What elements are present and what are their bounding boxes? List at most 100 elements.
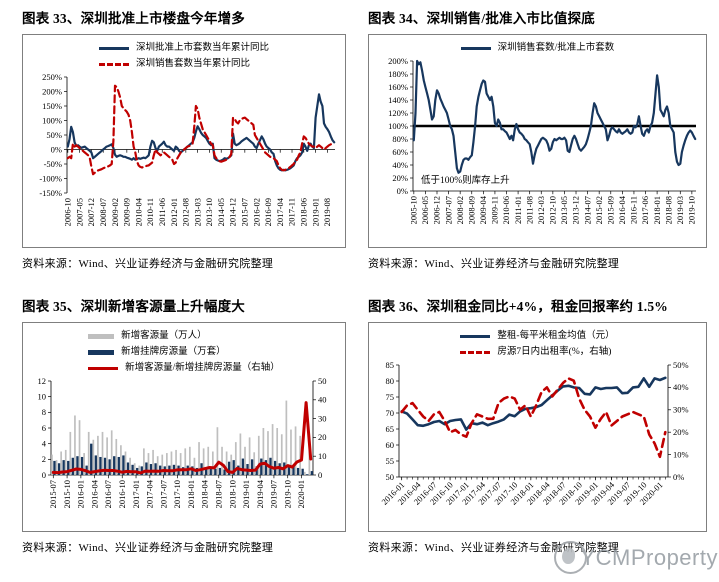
svg-text:2019-04: 2019-04 [255, 479, 265, 508]
watermark: YCMProperty [554, 541, 718, 574]
svg-text:2019-01: 2019-01 [241, 480, 251, 508]
chart-35-canvas: 0 2 4 6 8 10 12 0 10 20 30 40 50 2015-07 2015-10 2016-0… [38, 376, 327, 509]
svg-text:60%: 60% [392, 147, 408, 157]
svg-text:2009-04: 2009-04 [478, 195, 488, 224]
svg-text:2017-01: 2017-01 [131, 480, 141, 508]
svg-text:低于100%则库存上升: 低于100%则库存上升 [421, 174, 510, 186]
svg-text:2018-01: 2018-01 [186, 480, 196, 508]
chart-34-title: 图表 34、深圳销售/批准入市比值探底 [368, 11, 595, 26]
legend-label: 新增挂牌房源量（万套） [121, 347, 226, 357]
chart-34-source: 资料来源：Wind、兴业证券经济与金融研究院整理 [368, 258, 620, 270]
svg-text:2020-01: 2020-01 [296, 480, 306, 508]
svg-text:40%: 40% [673, 382, 689, 392]
svg-text:2019-10: 2019-10 [687, 196, 697, 224]
svg-text:2013-10: 2013-10 [204, 198, 214, 226]
chart-35-source: 资料来源：Wind、兴业证券经济与金融研究院整理 [22, 542, 274, 554]
chart-36-legend: 整租-每平米租金均值（元） 房源7日内出租率(%，右轴) [369, 323, 706, 359]
chart-34-canvas: 0% 20% 40% 60% 80% 100% 120% 140% 160% 180% 200% 20… [388, 56, 697, 225]
svg-text:2018-06: 2018-06 [299, 198, 309, 226]
svg-text:2017-10: 2017-10 [172, 480, 182, 508]
svg-text:2006-12: 2006-12 [432, 196, 442, 224]
svg-text:2016-09: 2016-09 [263, 198, 273, 226]
svg-text:2006-10: 2006-10 [63, 198, 73, 226]
svg-text:10: 10 [38, 391, 47, 401]
svg-text:85: 85 [386, 360, 395, 370]
svg-text:50%: 50% [46, 130, 62, 140]
svg-text:2010-04: 2010-04 [133, 197, 143, 226]
svg-text:2019-08: 2019-08 [322, 198, 332, 226]
legend-swatch [460, 335, 491, 338]
legend-item: 房源7日内出租率(%，右轴) [460, 346, 611, 359]
svg-text:2016-10: 2016-10 [117, 480, 127, 508]
svg-text:2018-01: 2018-01 [652, 196, 662, 224]
svg-text:0%: 0% [51, 144, 62, 154]
svg-text:150%: 150% [42, 101, 62, 111]
svg-text:2015-07: 2015-07 [48, 480, 58, 508]
svg-text:-150%: -150% [39, 188, 62, 198]
svg-text:2019-03: 2019-03 [675, 196, 685, 224]
svg-text:2016-11: 2016-11 [629, 196, 639, 224]
chart-36-title: 图表 36、深圳租金同比+4%，租金回报率约 1.5% [368, 299, 668, 314]
watermark-text: YCMProperty [580, 544, 718, 570]
svg-text:2017-06: 2017-06 [640, 196, 650, 224]
svg-text:4: 4 [42, 438, 47, 448]
svg-text:2017-04: 2017-04 [145, 479, 155, 508]
svg-text:50%: 50% [673, 360, 689, 370]
svg-text:2012-03: 2012-03 [536, 196, 546, 224]
svg-text:2013-12: 2013-12 [571, 196, 581, 224]
svg-text:2019-01: 2019-01 [310, 198, 320, 226]
legend-swatch [98, 63, 129, 66]
svg-text:2018-08: 2018-08 [663, 196, 673, 224]
svg-text:2016-07: 2016-07 [103, 480, 113, 508]
svg-text:60: 60 [386, 440, 395, 450]
legend-item: 新增挂牌房源量（万套） [88, 346, 226, 359]
svg-text:2009-02: 2009-02 [110, 198, 120, 226]
chart-34-legend: 深圳销售套数/批准上市套数 [369, 35, 706, 55]
svg-text:10: 10 [318, 451, 327, 461]
legend-label: 新增客源量（万人） [121, 331, 207, 341]
legend-swatch [460, 47, 491, 50]
chart-33-legend: 深圳批准上市套数当年累计同比深圳销售套数当年累计同比 [23, 35, 345, 71]
svg-text:0%: 0% [673, 472, 684, 482]
legend-item: 深圳批准上市套数当年累计同比 [98, 42, 269, 55]
svg-text:2019-10: 2019-10 [282, 480, 292, 508]
svg-text:80: 80 [386, 376, 395, 386]
panel-chart-36: 图表 36、深圳租金同比+4%，租金回报率约 1.5% 整租-每平米租金均值（元… [360, 290, 719, 582]
svg-text:50: 50 [318, 376, 327, 386]
svg-text:0: 0 [318, 470, 322, 480]
legend-swatch [88, 350, 115, 355]
svg-text:2012-10: 2012-10 [548, 196, 558, 224]
svg-text:2015-09: 2015-09 [605, 196, 615, 224]
svg-text:10%: 10% [673, 449, 689, 459]
svg-text:2011-01: 2011-01 [513, 196, 523, 224]
svg-text:2016-02: 2016-02 [251, 198, 261, 226]
svg-text:2010-11: 2010-11 [145, 198, 155, 226]
svg-text:2014-05: 2014-05 [216, 198, 226, 226]
svg-text:2018-04: 2018-04 [200, 479, 210, 508]
svg-text:20: 20 [318, 432, 327, 442]
svg-text:2018-10: 2018-10 [227, 480, 237, 508]
svg-text:120%: 120% [388, 108, 408, 118]
legend-item: 深圳销售套数当年累计同比 [98, 58, 250, 71]
legend-label: 深圳批准上市套数当年累计同比 [135, 43, 269, 53]
chart-33-title: 图表 33、深圳批准上市楼盘今年增多 [22, 11, 245, 26]
svg-text:40%: 40% [392, 160, 408, 170]
svg-text:2016-04: 2016-04 [617, 195, 627, 224]
svg-text:12: 12 [38, 376, 47, 386]
svg-text:2011-06: 2011-06 [157, 198, 167, 226]
svg-text:-100%: -100% [39, 173, 62, 183]
svg-text:2008-02: 2008-02 [455, 196, 465, 224]
legend-swatch [460, 351, 491, 354]
svg-text:160%: 160% [388, 82, 408, 92]
svg-text:2014-07: 2014-07 [582, 196, 592, 224]
svg-text:2008-09: 2008-09 [466, 196, 476, 224]
watermark-logo-icon [554, 541, 588, 574]
svg-text:0: 0 [42, 470, 46, 480]
legend-label: 房源7日内出租率(%，右轴) [497, 347, 612, 357]
svg-text:75: 75 [386, 392, 395, 402]
svg-text:20%: 20% [392, 173, 408, 183]
svg-text:30%: 30% [673, 405, 689, 415]
chart-33-source: 资料来源：Wind、兴业证券经济与金融研究院整理 [22, 258, 274, 270]
svg-text:80%: 80% [392, 134, 408, 144]
